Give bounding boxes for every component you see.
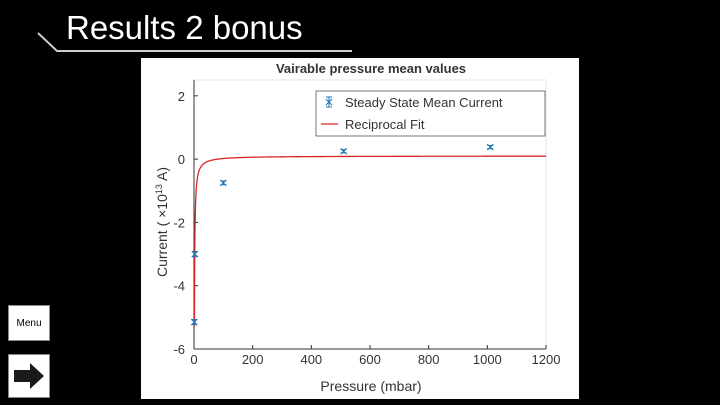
y-tick-label: 0 <box>178 152 185 167</box>
data-point <box>486 143 494 151</box>
x-axis-label: Pressure (mbar) <box>320 378 421 394</box>
legend-box <box>315 90 546 137</box>
menu-button[interactable]: Menu <box>8 305 50 341</box>
data-point <box>340 147 347 155</box>
y-tick-label: 2 <box>178 89 185 104</box>
x-tick-label: 0 <box>190 352 197 367</box>
data-point <box>191 250 199 258</box>
x-marker <box>219 179 227 187</box>
chart-panel: Vairable pressure mean values 0 200 400 600… <box>141 58 579 399</box>
x-tick-label: 1200 <box>532 352 561 367</box>
x-tick-label: 400 <box>300 352 322 367</box>
x-tick-label: 200 <box>242 352 264 367</box>
plot-axes: 0 200 400 600 800 1000 1200 -6 -4 -2 0 2 <box>173 79 561 367</box>
legend-label-series-1: Reciprocal Fit <box>345 117 425 132</box>
menu-button-label: Menu <box>16 317 42 329</box>
chart: Vairable pressure mean values 0 200 400 600… <box>154 61 561 394</box>
x-tick-label: 600 <box>359 352 381 367</box>
fit-layer <box>193 155 546 327</box>
data-layer <box>190 143 494 326</box>
slide-title: Results 2 bonus <box>66 9 303 46</box>
x-tick-label: 800 <box>418 352 440 367</box>
chart-title: Vairable pressure mean values <box>276 61 466 76</box>
x-marker <box>325 98 333 106</box>
data-point <box>190 318 198 326</box>
data-point <box>219 179 227 187</box>
y-tick-label: -2 <box>173 215 185 230</box>
next-slide-button[interactable] <box>8 354 50 398</box>
y-axis-label: Current ( ×1013 A) <box>154 167 170 277</box>
legend-label-series-0: Steady State Mean Current <box>345 95 503 110</box>
x-marker <box>486 143 494 151</box>
fit-line <box>193 155 546 327</box>
legend-marker-glyph <box>325 96 333 108</box>
title-underline <box>37 32 352 52</box>
legend-errorbar-marker <box>325 96 333 108</box>
y-tick-label: -6 <box>173 342 185 357</box>
x-marker <box>191 250 199 258</box>
x-tick-label: 1000 <box>473 352 502 367</box>
x-marker <box>190 318 198 326</box>
x-marker <box>340 147 347 155</box>
right-arrow-icon <box>14 363 44 389</box>
y-tick-label: -4 <box>173 279 185 294</box>
legend: Steady State Mean Current Reciprocal Fit <box>315 90 546 137</box>
